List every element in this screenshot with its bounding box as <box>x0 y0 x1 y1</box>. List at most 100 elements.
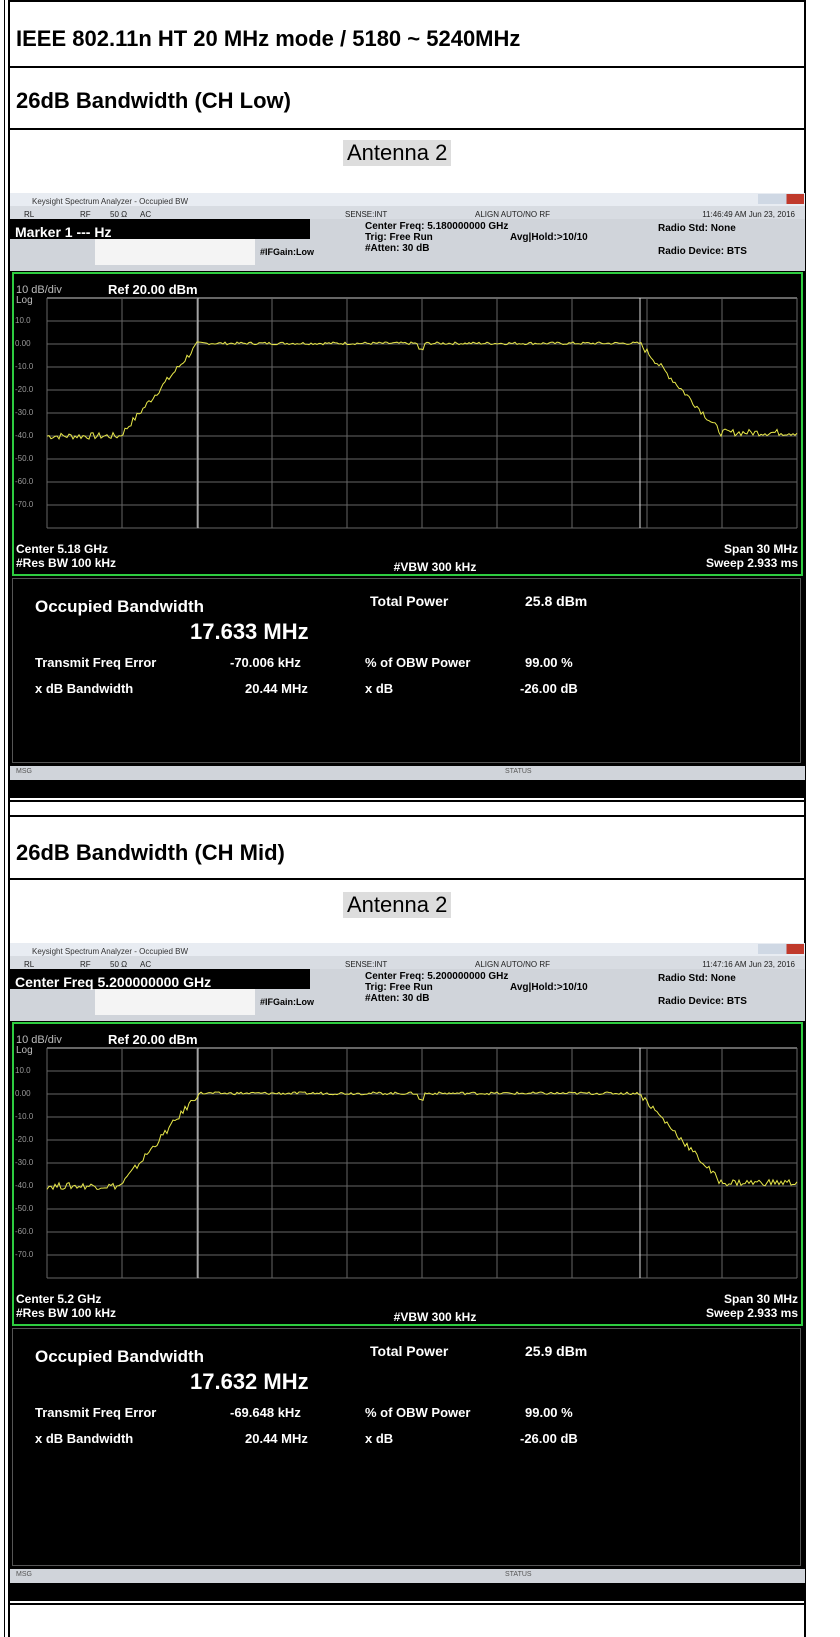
marker: Center Freq 5.200000000 GHz <box>15 974 212 990</box>
coupling: AC <box>140 210 152 219</box>
center-freq: Center Freq: 5.180000000 GHz <box>365 221 509 232</box>
y-label: -70.0 <box>15 1250 34 1259</box>
ifgain: #IFGain:Low <box>260 997 314 1007</box>
xdb-label: x dB <box>365 681 394 696</box>
scale: 10 dB/div <box>16 284 62 296</box>
center: Center 5.18 GHz <box>16 542 109 556</box>
ref: Ref 20.00 dBm <box>108 282 198 297</box>
freq-error-label: Transmit Freq Error <box>35 1405 157 1420</box>
info-panel <box>12 578 801 763</box>
radio-device: Radio Device: BTS <box>658 246 747 257</box>
marker-sub <box>95 239 255 265</box>
align: ALIGN AUTO/NO RF <box>475 210 550 219</box>
y-label: -40.0 <box>15 431 34 440</box>
sweep: Sweep 2.933 ms <box>705 1306 798 1320</box>
marker-box <box>10 219 310 239</box>
section-title: 26dB Bandwidth (CH Mid) <box>16 840 285 865</box>
y-label: -60.0 <box>15 1227 34 1236</box>
obw-value: 17.632 MHz <box>190 1369 309 1394</box>
left-border <box>8 0 10 1637</box>
window-title: Keysight Spectrum Analyzer - Occupied BW <box>32 947 189 956</box>
y-label: -40.0 <box>15 1181 34 1190</box>
rule <box>8 815 806 817</box>
sense: SENSE:INT <box>345 960 388 969</box>
ref: Ref 20.00 dBm <box>108 1032 198 1047</box>
scale: 10 dB/div <box>16 1034 62 1046</box>
info-panel <box>12 1328 801 1566</box>
analyzer-screen: MSG STATUS 10.0 0.00 -10.0 -20.0 -30.0 -40.0 -50… <box>10 943 805 1601</box>
right-border <box>804 0 806 1637</box>
y-label: -70.0 <box>15 500 34 509</box>
sense: SENSE:INT <box>345 210 388 219</box>
xdb-bw: 20.44 MHz <box>245 1431 308 1446</box>
y-label: -60.0 <box>15 477 34 486</box>
obw-label: Occupied Bandwidth <box>35 597 205 616</box>
rule <box>8 66 806 68</box>
radio-std: Radio Std: None <box>658 973 736 984</box>
timestamp: 11:47:16 AM Jun 23, 2016 <box>702 960 795 969</box>
status-row <box>10 206 805 219</box>
sweep: Sweep 2.933 ms <box>705 556 798 570</box>
message-bar: MSG STATUS <box>10 1569 805 1583</box>
marker-box <box>10 969 310 989</box>
obw-power: 99.00 % <box>525 1405 573 1420</box>
rl: RL <box>24 210 35 219</box>
graph <box>46 297 798 529</box>
window-controls <box>758 944 804 954</box>
analyzer-screen: MSG STATUS 10.0 0.00 -10.0 -20.0 -30.0 -40.0 -50… <box>10 193 805 798</box>
graph-frame <box>12 272 803 576</box>
y-label: -20.0 <box>15 385 34 394</box>
left-border-outer <box>4 0 5 1637</box>
rule <box>8 128 806 130</box>
rf: RF <box>80 210 91 219</box>
obw-value: 17.633 MHz <box>190 619 309 644</box>
xdb: -26.00 dB <box>520 1431 578 1446</box>
obw-power-label: % of OBW Power <box>365 655 471 670</box>
msg: MSG <box>16 768 32 775</box>
impedance: 50 Ω <box>110 960 128 969</box>
vbw: #VBW 300 kHz <box>393 1310 477 1324</box>
timestamp: 11:46:49 AM Jun 23, 2016 <box>702 210 795 219</box>
obw-power: 99.00 % <box>525 655 573 670</box>
trig: Trig: Free Run <box>365 232 433 243</box>
center-freq: Center Freq: 5.200000000 GHz <box>365 971 509 982</box>
span: Span 30 MHz <box>723 542 798 556</box>
y-label: 10.0 <box>15 316 31 325</box>
rl: RL <box>24 960 35 969</box>
avg: Avg|Hold:>10/10 <box>510 232 588 243</box>
section-title: 26dB Bandwidth (CH Low) <box>16 88 291 113</box>
graph <box>46 1047 798 1279</box>
log: Log <box>16 295 33 306</box>
obw-power-label: % of OBW Power <box>365 1405 471 1420</box>
y-label: 10.0 <box>15 1066 31 1075</box>
window-title-bar <box>10 943 805 956</box>
obw-label: Occupied Bandwidth <box>35 1347 205 1366</box>
coupling: AC <box>140 960 152 969</box>
y-label: -50.0 <box>15 454 34 463</box>
atten: #Atten: 30 dB <box>365 993 430 1004</box>
graph-frame <box>12 1022 803 1326</box>
y-label: -10.0 <box>15 362 34 371</box>
xdb-bw-label: x dB Bandwidth <box>35 681 134 696</box>
log: Log <box>16 1045 33 1056</box>
vbw: #VBW 300 kHz <box>393 560 477 574</box>
antenna-label: Antenna 2 <box>343 892 452 918</box>
marker: Marker 1 --- Hz <box>15 224 112 240</box>
impedance: 50 Ω <box>110 210 128 219</box>
header-title: IEEE 802.11n HT 20 MHz mode / 5180 ~ 524… <box>16 26 521 51</box>
trig: Trig: Free Run <box>365 982 433 993</box>
msg: MSG <box>16 1571 32 1578</box>
freq-error: -70.006 kHz <box>230 655 301 670</box>
y-label: 0.00 <box>15 339 31 348</box>
status-row <box>10 956 805 969</box>
freq-error: -69.648 kHz <box>230 1405 301 1420</box>
total-power-label: Total Power <box>370 1343 449 1359</box>
rule <box>8 1603 806 1605</box>
status: STATUS <box>505 768 532 775</box>
freq-error-label: Transmit Freq Error <box>35 655 157 670</box>
xdb: -26.00 dB <box>520 681 578 696</box>
window-controls <box>758 194 804 204</box>
y-label: 0.00 <box>15 1089 31 1098</box>
xdb-bw-label: x dB Bandwidth <box>35 1431 134 1446</box>
